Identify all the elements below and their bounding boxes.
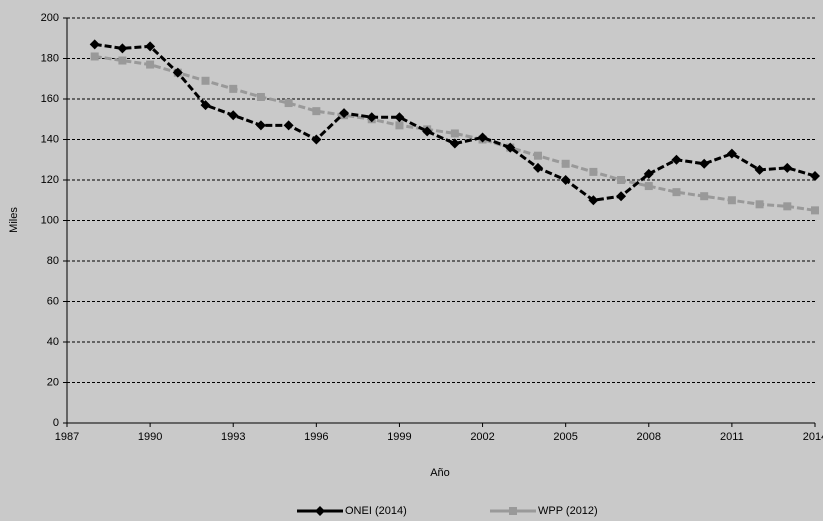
marker: [200, 100, 211, 111]
marker: [228, 110, 239, 121]
legend-label: WPP (2012): [538, 505, 598, 517]
y-tick-label: 140: [41, 133, 59, 145]
x-tick-label: 1996: [304, 431, 328, 443]
marker: [90, 52, 99, 61]
marker: [561, 159, 570, 168]
marker: [505, 142, 516, 153]
x-tick-label: 1999: [387, 431, 411, 443]
legend-label: ONEI (2014): [345, 505, 407, 517]
marker: [589, 167, 598, 176]
marker: [117, 43, 128, 54]
marker: [616, 191, 627, 202]
marker: [311, 134, 322, 145]
marker: [394, 112, 405, 123]
marker: [450, 129, 459, 138]
marker: [339, 108, 350, 119]
series-line: [94, 54, 816, 212]
y-tick-label: 40: [47, 336, 59, 348]
marker: [145, 41, 156, 52]
x-axis-label: Año: [430, 467, 450, 479]
marker: [755, 200, 764, 209]
marker: [726, 148, 737, 159]
marker: [671, 154, 682, 165]
y-tick-label: 120: [41, 174, 59, 186]
marker: [700, 192, 709, 201]
marker: [560, 175, 571, 185]
marker: [644, 182, 653, 191]
marker: [727, 196, 736, 205]
marker: [477, 132, 488, 143]
x-tick-label: 1987: [55, 431, 79, 443]
y-tick-label: 180: [41, 52, 59, 64]
marker: [201, 76, 210, 85]
marker: [509, 507, 517, 515]
marker: [533, 151, 542, 160]
x-tick-label: 1990: [138, 431, 162, 443]
x-tick-label: 1993: [221, 431, 245, 443]
marker: [782, 162, 793, 173]
x-tick-label: 2008: [637, 431, 661, 443]
y-tick-label: 20: [47, 376, 59, 388]
marker: [672, 188, 681, 197]
x-tick-label: 2011: [720, 431, 744, 443]
marker: [284, 99, 293, 108]
y-tick-label: 80: [47, 255, 59, 267]
marker: [783, 202, 792, 211]
marker: [315, 506, 325, 516]
marker: [699, 158, 710, 169]
marker: [588, 195, 599, 206]
marker: [449, 138, 460, 149]
marker: [532, 162, 543, 173]
marker: [256, 92, 265, 101]
series-line: [94, 42, 816, 202]
x-tick-label: 2002: [470, 431, 494, 443]
marker: [617, 176, 626, 184]
marker: [422, 126, 433, 137]
marker: [255, 120, 266, 131]
y-tick-label: 100: [41, 214, 59, 226]
marker: [283, 120, 294, 131]
y-tick-label: 200: [41, 12, 59, 24]
y-axis-label: Miles: [8, 207, 20, 233]
marker: [366, 112, 377, 123]
marker: [118, 56, 127, 65]
marker: [89, 39, 100, 50]
y-tick-label: 60: [47, 295, 59, 307]
marker: [312, 107, 321, 116]
marker: [395, 121, 404, 130]
y-tick-label: 0: [53, 417, 59, 429]
marker: [172, 67, 183, 78]
y-tick-label: 160: [41, 93, 59, 105]
marker: [146, 60, 155, 69]
marker: [810, 170, 820, 181]
marker: [229, 84, 238, 93]
x-tick-label: 2014: [803, 431, 823, 443]
marker: [643, 168, 654, 179]
x-tick-label: 2005: [553, 431, 577, 443]
marker: [811, 206, 819, 215]
marker: [754, 164, 765, 175]
